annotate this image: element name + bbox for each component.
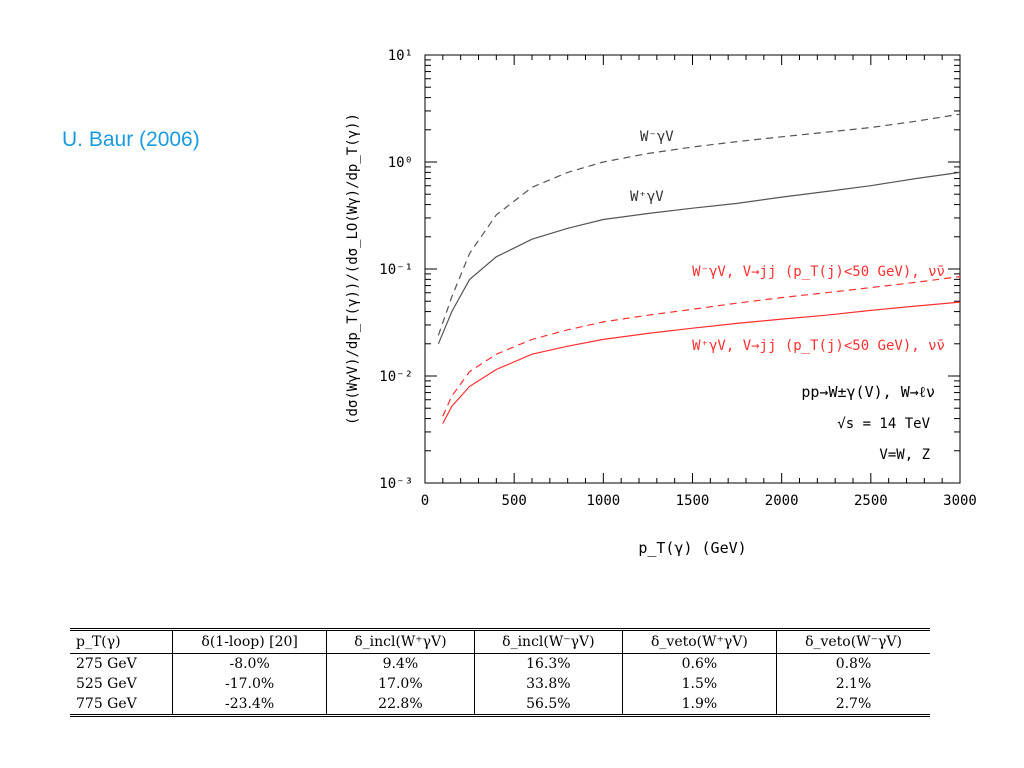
table-cell: 0.8% — [835, 656, 872, 672]
col-header-pt: p_T(γ) — [70, 629, 174, 654]
table-row: 775 GeV -23.4% 22.8% 56.5% 1.9% 2.7% — [70, 694, 930, 716]
table-cell: 275 GeV — [70, 653, 174, 674]
curve-annotation: W⁻γV, V→jj (p_T(j)<50 GeV), ν̄ν — [692, 264, 945, 280]
table-cell: 2.1% — [835, 676, 872, 692]
table-cell: -8.0% — [172, 653, 327, 674]
table-cell: 9.4% — [326, 653, 475, 674]
x-tick-label: 3000 — [943, 493, 977, 509]
corrections-table: p_T(γ) δ(1-loop) [20] δ_incl(W⁺γV) δ_inc… — [70, 628, 930, 717]
table-row: 525 GeV -17.0% 17.0% 33.8% 1.5% 2.1% — [70, 674, 930, 694]
x-tick-label: 1500 — [676, 493, 710, 509]
col-header-veto-wp: δ_veto(W⁺γV) — [622, 629, 778, 654]
series-line-3 — [442, 301, 961, 424]
x-tick-label: 1000 — [586, 493, 620, 509]
table-cell: 56.5% — [474, 694, 623, 716]
curve-annotation: W⁻γV — [640, 129, 674, 145]
table-header-row: p_T(γ) δ(1-loop) [20] δ_incl(W⁺γV) δ_inc… — [70, 629, 930, 654]
y-tick-label: 10⁰ — [388, 155, 413, 171]
table-cell: 775 GeV — [70, 694, 174, 716]
chart-curves — [437, 113, 961, 424]
table-cell: -23.4% — [172, 694, 327, 716]
x-tick-label: 500 — [502, 493, 527, 509]
ratio-chart: 0 500 1000 1500 2000 2500 3000 10⁻³ 10⁻² 10⁻¹ 10⁰ 1… — [345, 48, 977, 557]
table-cell: 525 GeV — [70, 674, 174, 694]
series-line-1 — [437, 171, 961, 345]
chart-labels: W⁻γV W⁺γV W⁻γV, V→jj (p_T(j)<50 GeV), ν̄ν W… — [630, 129, 945, 463]
y-tick-label: 10⁻² — [379, 369, 413, 385]
y-tick-label: 10⁻¹ — [379, 262, 413, 278]
table-row: 275 GeV -8.0% 9.4% 16.3% 0.6% 0.8% — [70, 653, 930, 674]
y-tick-label: 10⁻³ — [379, 476, 413, 492]
curve-annotation: V=W, Z — [879, 447, 930, 463]
table-cell: -17.0% — [172, 674, 327, 694]
author-credit: U. Baur (2006) — [62, 128, 200, 151]
curve-annotation: W⁺γV, V→jj (p_T(j)<50 GeV), ν̄ν — [692, 338, 945, 354]
col-header-1loop: δ(1-loop) [20] — [172, 629, 327, 654]
series-line-0 — [437, 113, 961, 336]
col-header-incl-wm: δ_incl(W⁻γV) — [474, 629, 623, 654]
table-cell: 1.9% — [622, 694, 778, 716]
curve-annotation: √s = 14 TeV — [837, 416, 930, 432]
chart-axes: 0 500 1000 1500 2000 2500 3000 10⁻³ 10⁻² 10⁻¹ 10⁰ 1… — [345, 48, 977, 557]
x-tick-label: 0 — [421, 493, 429, 509]
x-axis-label: p_T(γ) (GeV) — [638, 539, 746, 557]
y-axis-label: (dσ(WγV)/dp_T(γ))/(dσ_LO(Wγ)/dp_T(γ)) — [345, 113, 361, 425]
x-tick-label: 2500 — [854, 493, 888, 509]
col-header-incl-wp: δ_incl(W⁺γV) — [326, 629, 475, 654]
y-tick-label: 10¹ — [388, 48, 413, 64]
table-cell: 17.0% — [326, 674, 475, 694]
col-header-veto-wm: δ_veto(W⁻γV) — [776, 629, 930, 654]
table-cell: 2.7% — [835, 696, 872, 712]
table-cell: 0.6% — [622, 653, 778, 674]
table-cell: 16.3% — [474, 653, 623, 674]
series-line-2 — [442, 276, 961, 417]
x-tick-label: 2000 — [765, 493, 799, 509]
table-cell: 1.5% — [622, 674, 778, 694]
table-cell: 33.8% — [474, 674, 623, 694]
table-cell: 22.8% — [326, 694, 475, 716]
curve-annotation: pp→W±γ(V), W→ℓν — [801, 383, 935, 401]
curve-annotation: W⁺γV — [630, 189, 664, 205]
